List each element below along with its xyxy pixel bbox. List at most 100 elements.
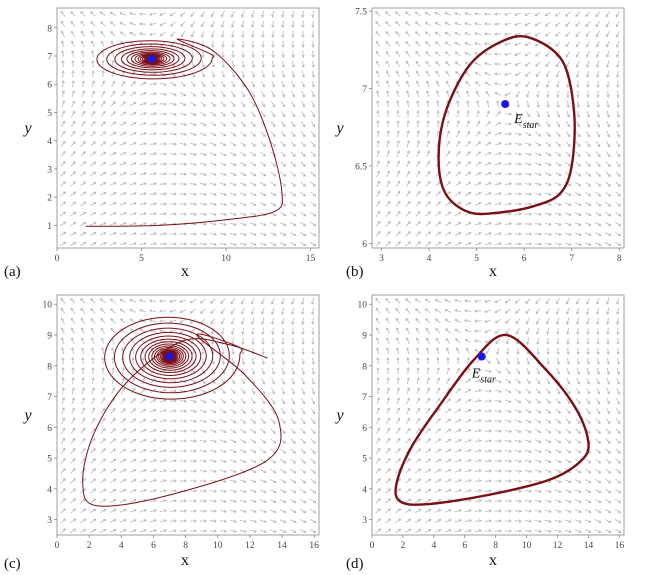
field-arrow [270,297,275,305]
field-arrow [606,398,611,405]
field-arrow [199,499,207,503]
field-arrow [464,41,472,46]
field-arrow [514,409,522,414]
field-arrow [290,111,296,118]
field-arrow [504,142,512,146]
field-arrow [396,120,400,128]
field-arrow [554,202,562,206]
field-arrow [129,308,136,313]
field-arrow [100,528,107,533]
field-arrow [110,438,117,444]
field-arrow [61,417,66,425]
field-arrow [556,347,560,355]
field-arrow [524,489,532,493]
field-arrow [415,60,421,67]
field-arrow [310,201,317,207]
field-arrow [290,211,297,217]
field-arrow [199,419,207,423]
field-arrow [435,201,441,207]
field-arrow [281,30,285,38]
field-arrow [290,232,297,237]
field-arrow [100,171,107,176]
field-arrow [454,31,462,36]
field-arrow [524,469,532,473]
field-arrow [281,377,286,385]
field-arrow [260,418,266,424]
field-arrow [535,408,542,414]
field-arrow [546,347,550,355]
field-arrow [474,339,482,343]
field-arrow [596,357,600,365]
field-arrow [259,499,267,504]
field-arrow [484,459,492,463]
field-arrow [544,182,552,186]
field-arrow [415,317,421,324]
field-arrow [71,367,75,375]
field-arrow [606,347,610,355]
field-arrow [415,231,421,237]
field-arrow [119,192,127,196]
equilibrium-label-subscript: star [480,375,496,386]
field-arrow [70,201,77,207]
field-arrow [425,201,431,207]
field-arrow [210,308,216,314]
field-arrow [221,50,225,58]
field-arrow [494,32,502,36]
field-arrow [465,161,472,167]
field-arrow [406,347,410,355]
field-arrow [129,142,137,146]
field-arrow [534,449,542,453]
field-arrow [524,429,532,434]
field-arrow [260,469,267,474]
field-arrow [484,529,492,533]
field-arrow [576,60,580,68]
field-arrow [119,11,127,16]
field-arrow [385,231,391,237]
field-arrow [110,318,116,324]
field-arrow [310,191,317,197]
field-arrow [291,307,295,315]
field-arrow [300,141,306,147]
field-arrow [594,519,602,524]
field-arrow [445,70,451,77]
field-arrow [476,100,480,108]
field-arrow [525,388,531,394]
field-arrow [386,347,390,355]
field-arrow [425,191,431,197]
field-arrow [90,131,96,137]
field-arrow [504,172,512,176]
field-arrow [465,378,472,384]
field-arrow [90,448,96,454]
field-arrow [395,317,401,324]
field-arrow [280,499,287,504]
field-arrow [396,90,400,98]
field-arrow [526,100,530,108]
field-arrow [514,52,522,57]
field-arrow [514,122,522,127]
field-arrow [61,397,65,405]
field-arrow [555,41,561,47]
field-arrow [131,357,135,365]
field-arrow [159,212,167,216]
field-arrow [60,231,67,237]
field-arrow [514,42,522,46]
field-arrow [566,80,570,88]
field-arrow [109,242,117,246]
field-arrow [434,31,441,37]
field-arrow [159,409,167,413]
field-arrow [290,222,297,227]
field-arrow [300,161,306,167]
field-arrow [434,308,441,314]
field-arrow [565,459,572,464]
field-arrow [179,299,187,303]
field-arrow [169,389,177,393]
field-arrow [311,50,315,58]
field-arrow [395,190,401,197]
field-arrow [271,307,275,315]
field-arrow [310,478,317,484]
field-arrow [200,91,206,97]
field-arrow [129,318,136,324]
field-arrow [199,172,207,176]
field-arrow [376,110,380,118]
field-arrow [524,449,532,453]
